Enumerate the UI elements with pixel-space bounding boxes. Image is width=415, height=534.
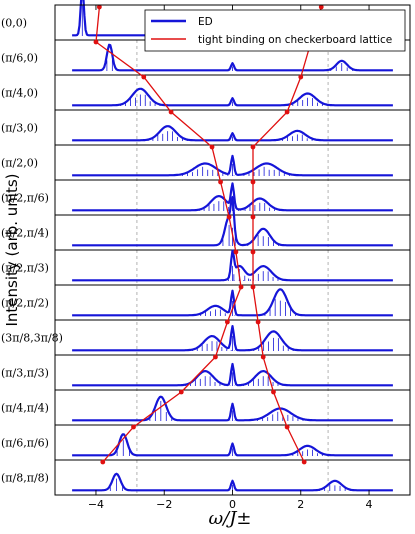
x-tick-label: −4 <box>88 498 104 511</box>
spectrum-row: (π/8,π/8) <box>1 472 393 492</box>
row-label: (π/2,π/2) <box>1 297 49 310</box>
tb-point <box>284 109 290 115</box>
spectrum-row: (π/2,π/2) <box>1 288 410 321</box>
tb-point <box>213 354 218 360</box>
tb-point <box>141 74 147 80</box>
tb-point <box>226 214 232 220</box>
row-label: (π/4,π/4) <box>1 402 49 415</box>
ed-spectrum <box>72 87 393 107</box>
row-label: (π/2,0) <box>1 157 38 170</box>
legend-box <box>144 9 406 52</box>
spectrum-row: (3π/8,3π/8) <box>1 325 410 356</box>
tb-point <box>250 144 256 150</box>
rows-layer: (0,0) (π/6,0) (π/4,0) (π/3,0) (π/2,0) (π/2,π/… <box>1 0 410 495</box>
row-label: (π/2,π/4) <box>1 227 49 240</box>
ed-spectrum <box>72 125 393 142</box>
tb-point <box>271 389 276 395</box>
spectrum-row: (π/2,π/4) <box>1 196 410 251</box>
x-tick-label: 4 <box>366 498 373 511</box>
ed-spectrum <box>72 43 393 72</box>
spectrum-row: (π/6,π/6) <box>1 433 410 461</box>
tb-point <box>238 284 244 290</box>
tb-point <box>250 179 256 185</box>
x-axis-label: ω/J± <box>208 508 251 529</box>
spectrum-row: (π/2,π/6) <box>1 182 410 216</box>
tb-point <box>168 109 174 115</box>
row-label: (π/2,π/3) <box>1 262 49 275</box>
row-label: (3π/8,3π/8) <box>1 332 63 345</box>
row-label: (0,0) <box>1 17 27 30</box>
tb-band-lower <box>95 6 242 463</box>
tb-point <box>100 459 106 465</box>
row-label: (π/4,0) <box>1 87 38 100</box>
spectrum-row: (π/4,0) <box>1 87 410 111</box>
row-label: (π/3,0) <box>1 122 38 135</box>
tb-point <box>233 249 239 255</box>
ed-spectrum <box>72 249 393 282</box>
row-label: (π/2,π/6) <box>1 192 49 205</box>
tb-point <box>131 424 136 430</box>
spectrum-row: (π/4,π/4) <box>1 395 410 426</box>
legend-ed-label: ED <box>198 16 213 28</box>
tb-point <box>224 319 230 325</box>
legend-tb-label: tight binding on checkerboard lattice <box>198 34 392 46</box>
spectrum-row: (π/6,0) <box>1 43 410 76</box>
spectrum-row: (π/3,π/3) <box>1 362 410 391</box>
tb-point <box>250 214 256 220</box>
tb-point <box>284 424 290 430</box>
ed-spectrum <box>72 325 393 352</box>
tb-point <box>96 4 102 10</box>
y-axis-label: Intensity (arb. units) <box>3 173 21 326</box>
ed-spectrum <box>72 472 393 492</box>
ed-spectrum <box>72 196 393 247</box>
row-label: (π/3,π/3) <box>1 367 49 380</box>
tb-band-upper <box>252 6 322 463</box>
ed-spectrum <box>72 288 393 317</box>
ed-spectrum <box>72 395 393 422</box>
tb-point <box>178 389 184 395</box>
legend: ED tight binding on checkerboard lattice <box>144 9 406 52</box>
tb-point <box>260 354 266 360</box>
x-tick-label: −2 <box>156 498 172 511</box>
spectrum-row: (π/2,0) <box>1 154 410 181</box>
row-label: (π/6,0) <box>1 52 38 65</box>
x-tick-label: 2 <box>297 498 304 511</box>
ed-spectrum <box>72 433 393 457</box>
tb-point <box>93 39 99 45</box>
tb-point <box>255 319 261 325</box>
tb-point <box>298 74 304 80</box>
spectrum-row: (π/3,0) <box>1 122 410 146</box>
row-label: (π/6,π/6) <box>1 437 49 450</box>
ed-spectrum <box>72 182 393 212</box>
tight-binding-layer <box>93 4 324 465</box>
tb-point <box>250 284 256 290</box>
row-label: (π/8,π/8) <box>1 472 49 485</box>
tb-point <box>301 459 307 465</box>
tb-point <box>209 144 215 150</box>
spectrum-row: (π/2,π/3) <box>1 249 410 286</box>
x-ticks: −4 −2 0 2 4 <box>88 5 373 511</box>
tb-point <box>318 4 324 10</box>
x-tick-label: 0 <box>229 498 236 511</box>
tb-point <box>250 249 256 255</box>
ed-spectrum <box>72 362 393 387</box>
ed-spectrum <box>72 154 393 177</box>
tb-point <box>218 179 223 185</box>
